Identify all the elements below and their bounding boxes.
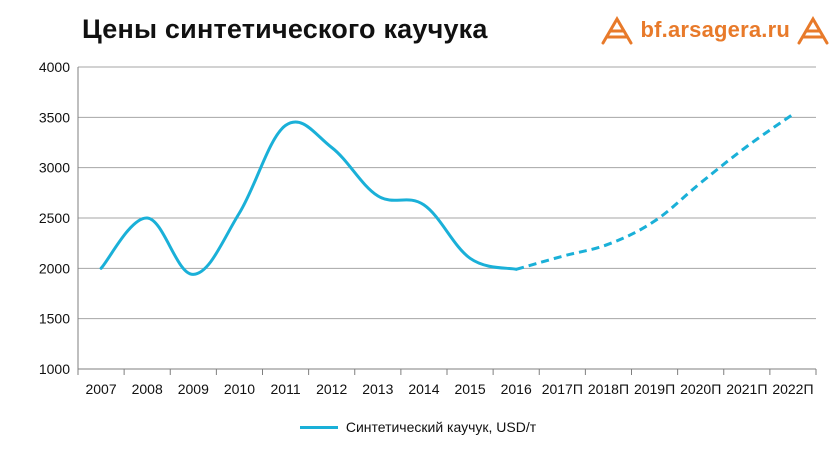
grid-layer xyxy=(78,66,816,320)
x-tick-label: 2018П xyxy=(588,381,629,397)
x-tick-label: 2010 xyxy=(224,381,255,397)
x-tick-label: 2016 xyxy=(501,381,532,397)
series-line-actual xyxy=(99,120,518,276)
data-point-2016 xyxy=(515,268,518,271)
data-point-2013 xyxy=(376,194,379,197)
legend-label: Синтетический каучук, USD/т xyxy=(345,419,537,435)
x-tick-label: 2008 xyxy=(132,381,163,397)
x-tick-label: 2012 xyxy=(316,381,347,397)
y-tick-label: 4000 xyxy=(39,59,70,75)
arsagera-star-icon-right xyxy=(797,16,829,45)
data-point-2017П xyxy=(561,255,564,258)
series-layer xyxy=(99,113,794,276)
y-tick-label: 2000 xyxy=(39,260,70,276)
data-point-2008 xyxy=(146,217,149,220)
axis-layer xyxy=(77,67,817,375)
x-tick-label: 2019П xyxy=(634,381,675,397)
data-point-2019П xyxy=(653,220,656,223)
x-tick-label: 2015 xyxy=(454,381,485,397)
x-tick-label: 2017П xyxy=(542,381,583,397)
x-tick-labels: 2007 2008 2009 2010 2011 2012 2013 2014 2015 2016… xyxy=(85,381,813,397)
x-tick-label: 2009 xyxy=(178,381,209,397)
y-tick-label: 3000 xyxy=(39,160,70,176)
y-tick-label: 2500 xyxy=(39,210,70,226)
data-point-2014 xyxy=(422,203,425,206)
data-point-2009 xyxy=(192,273,195,276)
data-point-2011 xyxy=(284,124,287,127)
x-tick-label: 2013 xyxy=(362,381,393,397)
legend-swatch xyxy=(299,425,338,429)
x-tick-label: 2014 xyxy=(408,381,439,397)
data-point-2021П xyxy=(745,145,748,148)
y-tick-label: 3500 xyxy=(39,109,70,125)
chart-title: Цены синтетического каучука xyxy=(82,14,488,44)
x-tick-label: 2007 xyxy=(85,381,116,397)
data-point-2015 xyxy=(469,257,472,260)
data-point-2012 xyxy=(330,146,333,149)
x-tick-label: 2011 xyxy=(271,381,301,397)
logo-text: bf.arsagera.ru xyxy=(640,17,790,42)
y-tick-labels: 1000 1500 2000 2500 3000 3500 4000 xyxy=(39,59,70,377)
data-point-2018П xyxy=(607,243,610,246)
x-tick-label: 2021П xyxy=(726,381,767,397)
data-point-2007 xyxy=(100,267,103,270)
legend: Синтетический каучук, USD/т xyxy=(0,419,836,435)
arsagera-star-icon xyxy=(601,16,633,45)
x-tick-label: 2020П xyxy=(680,381,721,397)
data-point-2022П xyxy=(791,113,794,116)
x-tick-label: 2022П xyxy=(772,381,813,397)
y-tick-label: 1000 xyxy=(39,361,70,377)
brand-logo[interactable]: bf.arsagera.ru xyxy=(600,10,830,50)
data-point-2010 xyxy=(238,211,241,214)
series-line-forecast xyxy=(515,113,794,271)
data-point-2020П xyxy=(699,181,702,184)
y-tick-label: 1500 xyxy=(39,311,70,327)
